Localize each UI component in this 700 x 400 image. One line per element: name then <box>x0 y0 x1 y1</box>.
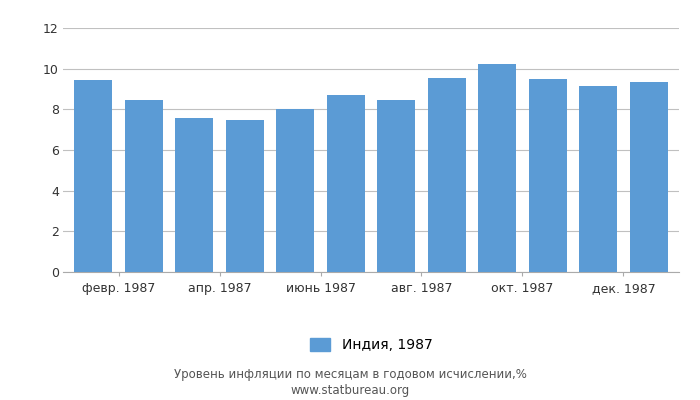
Text: Уровень инфляции по месяцам в годовом исчислении,%: Уровень инфляции по месяцам в годовом ис… <box>174 368 526 381</box>
Bar <box>125 100 162 272</box>
Bar <box>478 64 516 272</box>
Bar <box>276 109 314 272</box>
Bar <box>528 79 567 272</box>
Bar <box>630 82 668 272</box>
Bar <box>327 95 365 272</box>
Bar <box>428 78 466 272</box>
Text: www.statbureau.org: www.statbureau.org <box>290 384 410 397</box>
Legend: Индия, 1987: Индия, 1987 <box>304 333 438 358</box>
Bar <box>226 120 264 272</box>
Bar <box>580 86 617 272</box>
Bar <box>74 80 112 272</box>
Bar <box>377 100 415 272</box>
Bar <box>175 118 214 272</box>
